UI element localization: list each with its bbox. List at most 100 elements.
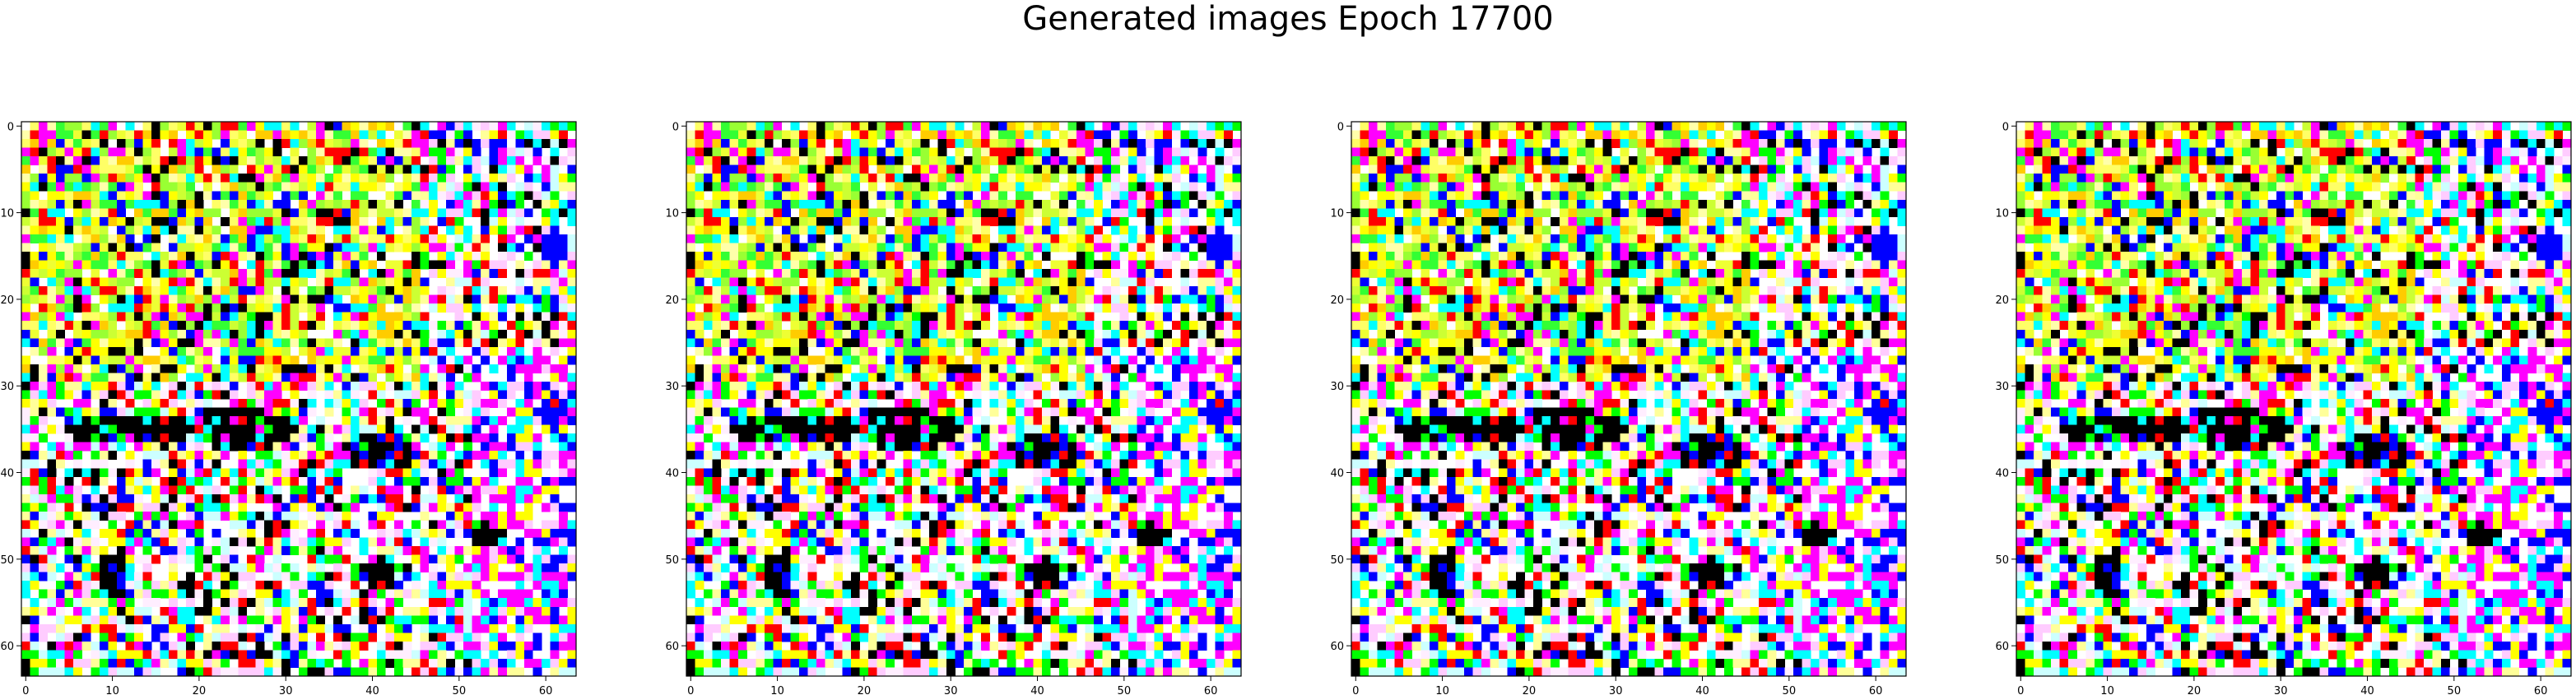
pixel-cell (368, 364, 378, 373)
pixel-cell (1146, 321, 1155, 331)
pixel-cell (851, 182, 861, 192)
pixel-cell (246, 312, 256, 322)
pixel-cell (729, 174, 739, 183)
pixel-cell (472, 269, 481, 278)
pixel-cell (550, 606, 560, 616)
pixel-cell (515, 667, 525, 677)
pixel-cell (393, 312, 403, 322)
pixel-cell (704, 208, 713, 218)
pixel-cell (385, 658, 395, 668)
pixel-cell (402, 164, 412, 174)
pixel-cell (523, 321, 533, 331)
pixel-cell (532, 174, 542, 183)
pixel-cell (281, 511, 291, 521)
pixel-cell (359, 139, 369, 148)
pixel-cell (91, 381, 100, 391)
pixel-cell (342, 433, 351, 443)
pixel-cell (39, 234, 48, 243)
pixel-cell (169, 338, 178, 348)
pixel-cell (133, 373, 143, 382)
pixel-cell (541, 658, 551, 668)
pixel-cell (393, 286, 403, 296)
pixel-cell (1085, 191, 1095, 201)
pixel-cell (194, 563, 204, 573)
pixel-cell (903, 156, 913, 166)
pixel-cell (1041, 182, 1051, 192)
pixel-cell (376, 199, 386, 209)
pixel-cell (541, 338, 551, 348)
pixel-cell (558, 122, 568, 131)
pixel-cell (142, 269, 152, 278)
pixel-cell (489, 381, 499, 391)
pixel-cell (212, 208, 221, 218)
pixel-cell (1171, 251, 1181, 261)
pixel-cell (1102, 294, 1112, 304)
pixel-cell (964, 174, 973, 183)
pixel-cell (567, 147, 577, 157)
pixel-cell (712, 199, 722, 209)
pixel-cell (169, 511, 178, 521)
pixel-cell (411, 269, 421, 278)
pixel-cell (324, 269, 334, 278)
pixel-cell (911, 286, 921, 296)
pixel-cell (229, 277, 239, 287)
pixel-cell (729, 260, 739, 270)
pixel-cell (194, 528, 204, 538)
pixel-cell (920, 156, 930, 166)
pixel-cell (272, 416, 282, 425)
pixel-cell (1206, 225, 1216, 235)
pixel-cell (946, 122, 956, 131)
pixel-cell (169, 537, 178, 547)
pixel-cell (1163, 174, 1173, 183)
pixel-cell (385, 338, 395, 348)
pixel-cell (39, 269, 48, 278)
pixel-cell (56, 451, 66, 461)
pixel-cell (281, 632, 291, 642)
pixel-cell (472, 554, 481, 564)
pixel-cell (1215, 234, 1225, 243)
pixel-cell (989, 182, 999, 192)
pixel-cell (263, 459, 273, 469)
pixel-cell (998, 182, 1008, 192)
pixel-cell (290, 546, 300, 555)
pixel-cell (351, 234, 360, 243)
pixel-cell (1128, 251, 1138, 261)
pixel-cell (989, 286, 999, 296)
pixel-cell (1050, 174, 1060, 183)
pixel-cell (108, 632, 118, 642)
pixel-cell (359, 563, 369, 573)
pixel-cell (255, 615, 265, 625)
pixel-cell (798, 260, 808, 270)
pixel-cell (393, 373, 403, 382)
pixel-cell (290, 650, 300, 660)
pixel-cell (798, 321, 808, 331)
pixel-cell (333, 390, 343, 400)
pixel-cell (194, 122, 204, 131)
pixel-cell (91, 216, 100, 226)
pixel-cell (1232, 234, 1242, 243)
pixel-cell (238, 225, 248, 235)
pixel-cell (221, 390, 230, 400)
pixel-cell (169, 147, 178, 157)
pixel-cell (290, 658, 300, 668)
pixel-cell (160, 442, 170, 452)
pixel-cell (550, 615, 560, 625)
pixel-cell (756, 199, 765, 209)
pixel-cell (351, 459, 360, 469)
pixel-cell (1067, 260, 1077, 270)
pixel-cell (1067, 234, 1077, 243)
pixel-cell (116, 658, 126, 668)
pixel-cell (920, 251, 930, 261)
pixel-cell (738, 174, 748, 183)
pixel-cell (160, 493, 170, 503)
pixel-cell (1146, 139, 1155, 148)
pixel-cell (324, 476, 334, 486)
pixel-cell (704, 234, 713, 243)
pixel-cell (721, 182, 731, 192)
pixel-cell (1024, 191, 1034, 201)
pixel-cell (307, 312, 317, 322)
pixel-cell (342, 511, 351, 521)
pixel-cell (359, 381, 369, 391)
pixel-cell (498, 286, 508, 296)
pixel-cell (81, 632, 91, 642)
